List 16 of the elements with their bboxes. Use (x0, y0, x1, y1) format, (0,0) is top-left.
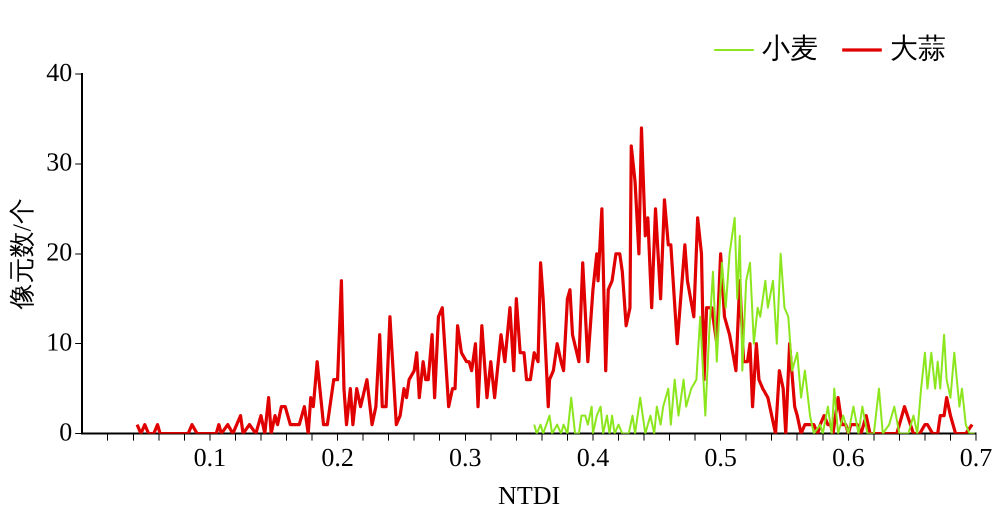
y-axis-title: 像元数/个 (7, 198, 36, 310)
y-tick-label: 0 (59, 417, 72, 446)
y-tick-label: 40 (46, 58, 72, 87)
y-tick-label: 20 (46, 238, 72, 267)
x-tick-label: 0.7 (960, 443, 992, 472)
legend-label: 小麦 (762, 33, 818, 64)
x-tick-label: 0.2 (321, 443, 354, 472)
x-tick-label: 0.3 (449, 443, 482, 472)
legend-label: 大蒜 (890, 33, 946, 64)
x-tick-label: 0.4 (576, 443, 610, 472)
x-axis-title: NTDI (498, 481, 560, 510)
y-tick-label: 30 (46, 148, 72, 177)
x-tick-label: 0.1 (194, 443, 226, 472)
x-tick-label: 0.5 (704, 443, 737, 472)
x-tick-label: 0.6 (832, 443, 865, 472)
y-tick-label: 10 (46, 328, 72, 357)
